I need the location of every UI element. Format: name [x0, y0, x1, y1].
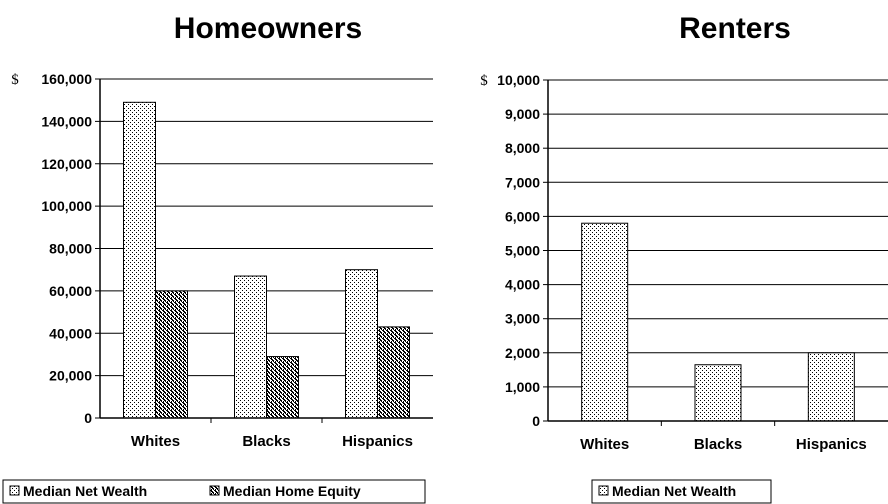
y-tick-label: 7,000: [505, 174, 540, 190]
legend-box: [591, 479, 772, 504]
y-tick-label: 160,000: [41, 71, 92, 87]
legend-swatch-median-home-equity: [209, 485, 220, 496]
x-tick-label: Hispanics: [342, 433, 413, 450]
y-tick-label: 100,000: [41, 198, 92, 214]
y-tick-label: 9,000: [505, 106, 540, 122]
y-tick-label: 60,000: [49, 283, 92, 299]
legend-label-median-net-wealth: Median Net Wealth: [23, 483, 147, 499]
bar-median-home-equity-blacks: [266, 356, 299, 419]
axes: [543, 79, 888, 426]
y-tick-labels: 0 1,000 2,000 3,000 4,000 5,000 6,000 7,000 8,00…: [497, 72, 540, 429]
y-tick-label: 40,000: [49, 325, 92, 341]
x-tick-label: Blacks: [242, 433, 290, 450]
y-tick-label: 3,000: [505, 311, 540, 327]
chart-title: Renters: [679, 12, 791, 45]
y-tick-label: 4,000: [505, 277, 540, 293]
currency-symbol: $: [11, 72, 19, 88]
y-tick-label: 8,000: [505, 140, 540, 156]
y-tick-label: 10,000: [497, 72, 540, 88]
bar-median-home-equity-whites: [155, 290, 188, 419]
y-tick-label: 20,000: [49, 368, 92, 384]
currency-symbol: $: [480, 73, 488, 89]
bars: [581, 222, 855, 422]
bar-median-net-wealth-whites: [581, 222, 629, 422]
renters-chart: Renters $ 0 1,000 2,000 3,000 4,000 5,000 6,00…: [480, 12, 888, 504]
y-tick-label: 80,000: [49, 241, 92, 257]
y-tick-label: 6,000: [505, 208, 540, 224]
bars: [123, 101, 410, 419]
y-tick-label: 1,000: [505, 379, 540, 395]
x-tick-labels: Whites Blacks Hispanics: [131, 433, 413, 450]
bar-median-home-equity-hispanics: [377, 326, 410, 419]
axes: [95, 78, 433, 423]
y-tick-label: 140,000: [41, 113, 92, 129]
y-tick-label: 2,000: [505, 345, 540, 361]
y-tick-label: 0: [532, 413, 540, 429]
bar-median-net-wealth-hispanics: [807, 352, 855, 422]
legend-swatch-median-net-wealth: [9, 485, 20, 496]
x-tick-labels: Whites Blacks Hispanics: [580, 436, 867, 453]
legend: Median Net Wealth: [591, 479, 772, 504]
chart-title: Homeowners: [174, 12, 362, 45]
legend-swatch-median-net-wealth: [598, 485, 609, 496]
x-tick-label: Blacks: [694, 436, 742, 453]
y-tick-label: 120,000: [41, 156, 92, 172]
y-tick-label: 5,000: [505, 243, 540, 259]
legend: Median Net Wealth Median Home Equity: [2, 479, 426, 504]
homeowners-chart: Homeowners $ 0 20,000 40,000 60,000 80,000 10…: [2, 12, 433, 504]
x-tick-label: Whites: [580, 436, 629, 453]
y-tick-labels: 0 20,000 40,000 60,000 80,000 100,000 120,000 1…: [41, 71, 92, 426]
y-tick-label: 0: [84, 410, 92, 426]
bar-median-net-wealth-hispanics: [345, 269, 378, 419]
legend-label-median-home-equity: Median Home Equity: [223, 483, 361, 499]
x-tick-label: Whites: [131, 433, 180, 450]
bar-median-net-wealth-blacks: [694, 364, 742, 422]
bar-median-net-wealth-whites: [123, 101, 156, 419]
x-tick-label: Hispanics: [796, 436, 867, 453]
bar-median-net-wealth-blacks: [234, 275, 267, 419]
legend-label-median-net-wealth: Median Net Wealth: [612, 483, 736, 499]
